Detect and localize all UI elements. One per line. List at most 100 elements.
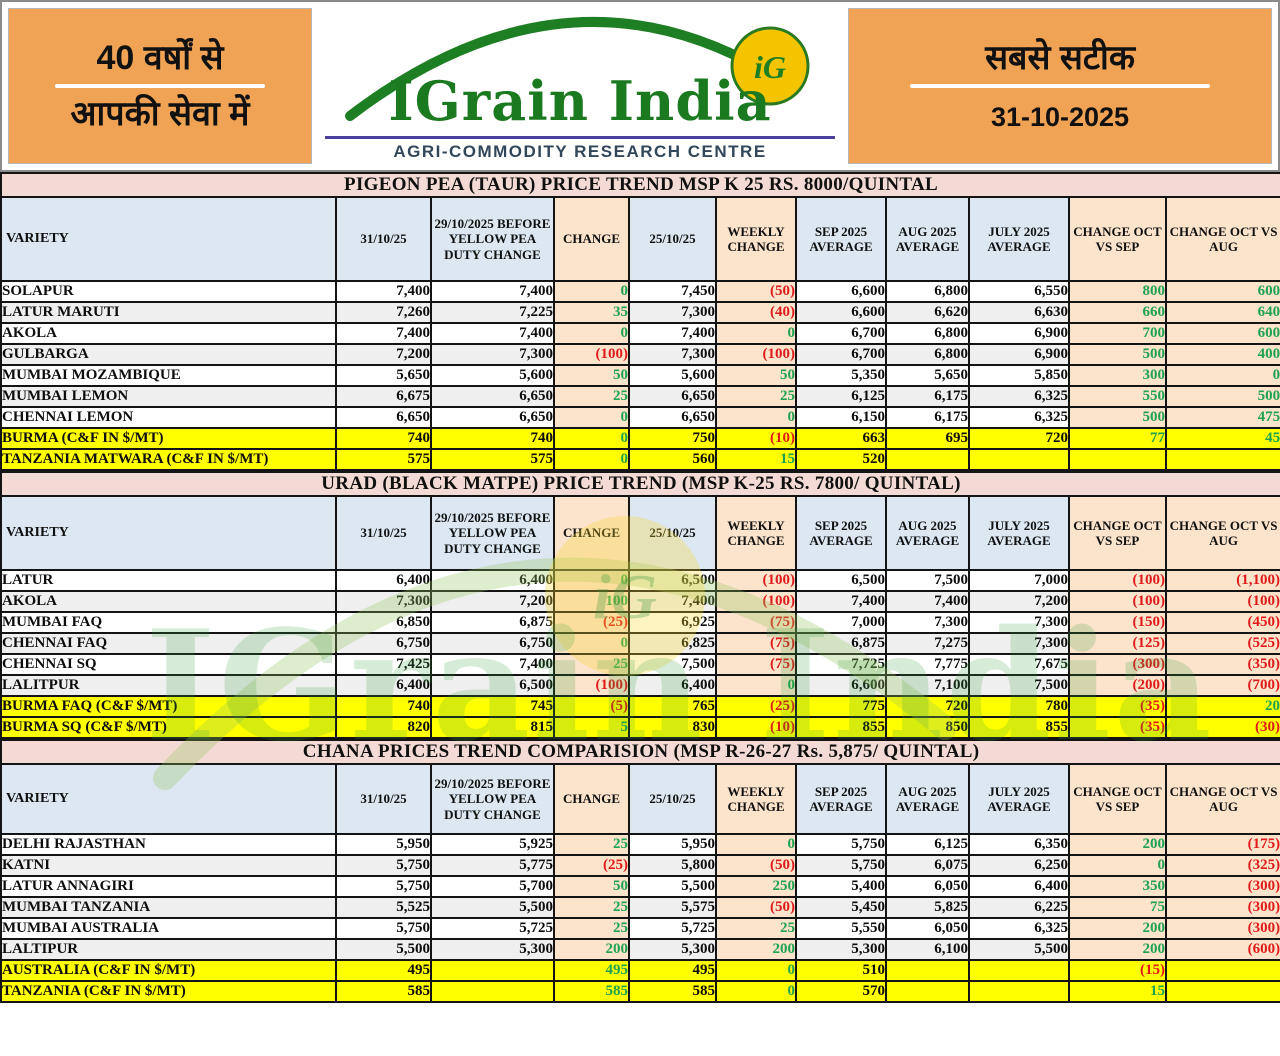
value-cell: 7,300 (430, 343, 555, 366)
value-cell: 200 (1068, 938, 1167, 961)
value-cell: 550 (1068, 385, 1167, 408)
accuracy-underline (910, 84, 1210, 89)
column-header: 25/10/25 (628, 495, 717, 571)
column-header: AUG 2025 AVERAGE (885, 196, 970, 282)
value-cell: 6,700 (795, 322, 887, 345)
table-title: URAD (BLACK MATPE) PRICE TREND (MSP K-25… (0, 471, 1280, 497)
value-cell: 6,850 (335, 611, 432, 634)
value-cell: 6,650 (430, 406, 555, 429)
table-row: CHENNAI FAQ 6,750 6,750 0 6,825 (75) 6,875 7,27… (0, 632, 1280, 655)
value-cell: (100) (1164, 590, 1280, 613)
value-cell: 200 (553, 938, 630, 961)
variety-cell: AKOLA (0, 590, 337, 613)
value-cell: 585 (553, 980, 630, 1003)
value-cell: 850 (885, 716, 970, 739)
value-cell: 7,400 (628, 590, 717, 613)
value-cell: 0 (1068, 854, 1167, 877)
pigeon-pea-price-table: PIGEON PEA (TAUR) PRICE TREND MSP K 25 R… (0, 172, 1280, 471)
variety-cell: LATUR (0, 569, 337, 592)
value-cell: 830 (628, 716, 717, 739)
value-cell: (100) (715, 569, 797, 592)
table-row: DELHI RAJASTHAN 5,950 5,925 25 5,950 0 5,750 6,… (0, 833, 1280, 856)
value-cell: 5,750 (335, 875, 432, 898)
value-cell: 495 (335, 959, 432, 982)
value-cell: (300) (1068, 653, 1167, 676)
value-cell (968, 980, 1070, 1003)
brand-underline (325, 136, 835, 139)
value-cell: 7,400 (628, 322, 717, 345)
value-cell: (50) (715, 854, 797, 877)
value-cell: 740 (430, 427, 555, 450)
variety-cell: AKOLA (0, 322, 337, 345)
value-cell: 0 (553, 569, 630, 592)
value-cell: 5,725 (628, 917, 717, 940)
table-row: BURMA SQ (C&F $/MT) 820 815 5 830 (10) 855 850 8… (0, 716, 1280, 739)
value-cell: 6,125 (885, 833, 970, 856)
value-cell: (75) (715, 632, 797, 655)
value-cell: 6,400 (335, 569, 432, 592)
value-cell: 585 (628, 980, 717, 1003)
value-cell: 5 (553, 716, 630, 739)
variety-cell: AUSTRALIA (C&F IN $/MT) (0, 959, 337, 982)
chana-price-table: CHANA PRICES TREND COMPARISION (MSP R-26… (0, 739, 1280, 1003)
value-cell: 700 (1068, 322, 1167, 345)
value-cell: 5,775 (430, 854, 555, 877)
value-cell: 0 (1164, 364, 1280, 387)
column-header: CHANGE OCT VS AUG (1164, 495, 1280, 571)
value-cell: (150) (1068, 611, 1167, 634)
value-cell: 7,400 (335, 280, 432, 303)
value-cell: (30) (1164, 716, 1280, 739)
table-row: MUMBAI MOZAMBIQUE 5,650 5,600 50 5,600 50 5,35… (0, 364, 1280, 387)
value-cell: 5,750 (335, 854, 432, 877)
variety-cell: GULBARGA (0, 343, 337, 366)
value-cell: 5,300 (430, 938, 555, 961)
column-header: 29/10/2025 BEFORE YELLOW PEA DUTY CHANGE (430, 495, 555, 571)
value-cell: 6,825 (628, 632, 717, 655)
column-header: WEEKLY CHANGE (715, 196, 797, 282)
value-cell: 6,900 (968, 322, 1070, 345)
value-cell: (100) (553, 343, 630, 366)
value-cell: 6,400 (628, 674, 717, 697)
value-cell: 600 (1164, 280, 1280, 303)
value-cell: 7,400 (335, 322, 432, 345)
column-header: CHANGE OCT VS AUG (1164, 763, 1280, 835)
value-cell: 6,050 (885, 875, 970, 898)
value-cell: 35 (553, 301, 630, 324)
table-row: TANZANIA MATWARA (C&F IN $/MT) 575 575 0 560… (0, 448, 1280, 471)
value-cell: (300) (1164, 875, 1280, 898)
column-header: 31/10/25 (335, 495, 432, 571)
value-cell: 7,500 (885, 569, 970, 592)
value-cell: 7,400 (430, 280, 555, 303)
value-cell (968, 959, 1070, 982)
value-cell: (10) (715, 427, 797, 450)
value-cell: 5,650 (885, 364, 970, 387)
value-cell: 780 (968, 695, 1070, 718)
value-cell: 5,500 (335, 938, 432, 961)
column-header: VARIETY (0, 763, 337, 835)
table-row: LALITPUR 6,400 6,500 (100) 6,400 0 6,600 7,100 7… (0, 674, 1280, 697)
value-cell: (25) (553, 611, 630, 634)
value-cell (430, 980, 555, 1003)
logo-monogram: iG (754, 49, 786, 85)
value-cell (968, 448, 1070, 471)
brand-subtitle: AGRI-COMMODITY RESEARCH CENTRE (393, 142, 767, 161)
value-cell: 25 (553, 896, 630, 919)
value-cell: 495 (553, 959, 630, 982)
value-cell: 510 (795, 959, 887, 982)
value-cell: 750 (628, 427, 717, 450)
value-cell: 15 (1068, 980, 1167, 1003)
column-header: 31/10/25 (335, 196, 432, 282)
value-cell: 25 (553, 385, 630, 408)
variety-cell: MUMBAI FAQ (0, 611, 337, 634)
value-cell: (100) (715, 590, 797, 613)
value-cell: 6,325 (968, 406, 1070, 429)
value-cell: 6,150 (795, 406, 887, 429)
value-cell: 5,650 (335, 364, 432, 387)
value-cell: 400 (1164, 343, 1280, 366)
value-cell: 0 (553, 632, 630, 655)
value-cell: 5,750 (795, 854, 887, 877)
value-cell: 50 (553, 875, 630, 898)
urad-price-table: URAD (BLACK MATPE) PRICE TREND (MSP K-25… (0, 471, 1280, 739)
value-cell: 520 (795, 448, 887, 471)
value-cell: 0 (715, 980, 797, 1003)
